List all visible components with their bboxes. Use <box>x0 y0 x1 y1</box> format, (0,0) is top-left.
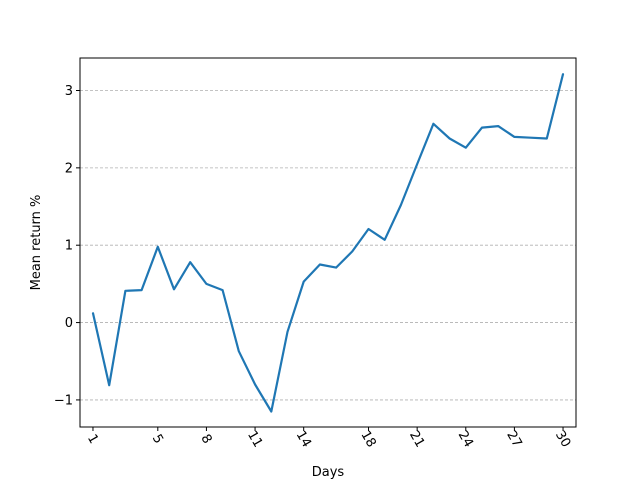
x-tick-label: 21 <box>406 428 427 450</box>
y-tick-label: 2 <box>65 161 73 176</box>
x-axis-label: Days <box>312 465 345 480</box>
y-tick-label: 3 <box>65 84 73 99</box>
y-axis-label: Mean return % <box>29 195 44 291</box>
y-tick-label: 0 <box>65 316 73 331</box>
x-tick-label: 27 <box>503 428 524 450</box>
y-tick-label: 1 <box>65 239 73 254</box>
y-tick-label: −1 <box>54 393 73 408</box>
x-tick-label: 18 <box>357 428 378 450</box>
x-tick-label: 24 <box>455 428 476 450</box>
plot-frame <box>79 57 577 428</box>
grid-lines <box>80 90 576 401</box>
series-line <box>91 73 565 413</box>
x-tick-label: 30 <box>552 428 573 450</box>
y-axis-ticks: −1 0 1 2 3 <box>54 84 80 408</box>
x-tick-label: 11 <box>244 428 265 450</box>
x-tick-label: 14 <box>293 428 314 450</box>
series-layer <box>91 73 565 413</box>
